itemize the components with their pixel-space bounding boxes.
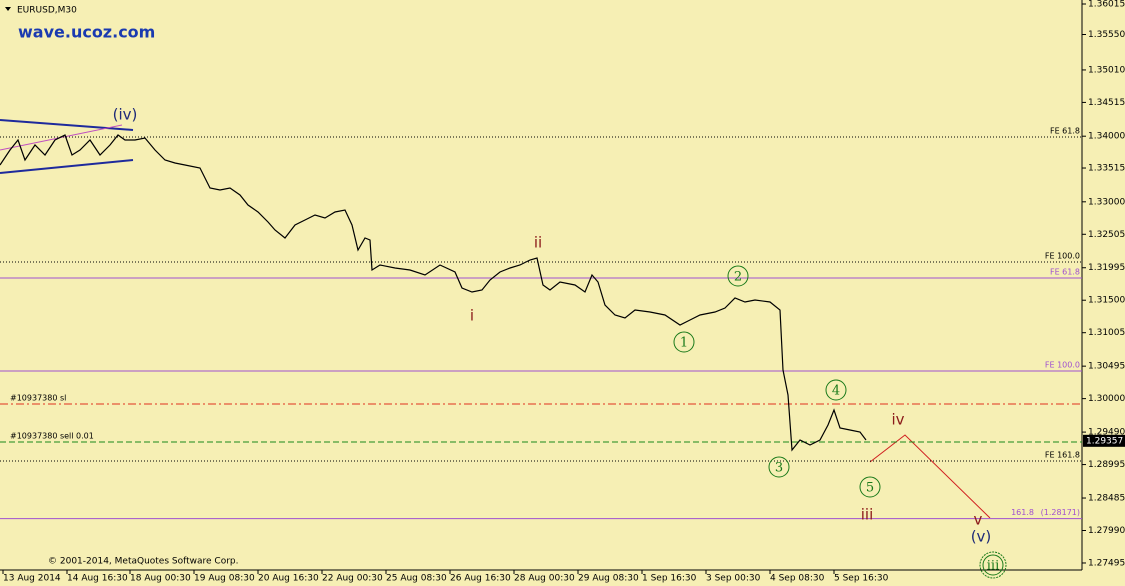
watermark: wave.ucoz.com xyxy=(18,23,155,42)
chart-title: EURUSD,M30 xyxy=(17,6,77,16)
x-tick-label: 19 Aug 08:30 xyxy=(194,574,255,584)
wave-label: ii xyxy=(534,234,542,252)
wave-label: 1 xyxy=(680,336,688,351)
projection-line xyxy=(869,434,991,519)
y-tick-label: 1.31005 xyxy=(1088,328,1125,338)
trend-line xyxy=(0,119,134,131)
wave-label: 4 xyxy=(832,384,840,399)
wave-label: 2 xyxy=(734,270,742,285)
level-value-label: (1.28171) xyxy=(1041,508,1080,517)
y-tick-label: 1.28485 xyxy=(1088,494,1125,504)
wave-label: iii xyxy=(861,506,874,524)
y-tick-label: 1.27495 xyxy=(1088,558,1125,568)
wave-circle xyxy=(859,476,881,498)
level-label: #10937380 sl xyxy=(10,394,66,403)
wave-label: (iv) xyxy=(113,106,138,124)
y-tick-label: 1.32505 xyxy=(1088,230,1125,240)
y-tick-label: 1.29490 xyxy=(1088,428,1125,438)
level-label: FE 61.8 xyxy=(1050,126,1080,135)
y-tick-label: 1.33515 xyxy=(1088,164,1125,174)
wave-label: iv xyxy=(891,411,904,429)
wave-label: v xyxy=(974,511,983,529)
level-label: #10937380 sell 0.01 xyxy=(10,431,94,440)
level-label: 161.8 xyxy=(1011,508,1034,517)
x-tick-label: 18 Aug 00:30 xyxy=(130,574,191,584)
wave-circle xyxy=(982,554,1004,576)
x-tick-label: 22 Aug 00:30 xyxy=(322,574,383,584)
x-tick-label: 4 Sep 08:30 xyxy=(770,574,825,584)
wave-circle xyxy=(673,331,695,353)
x-tick-label: 1 Sep 16:30 xyxy=(642,574,697,584)
y-tick-label: 1.33000 xyxy=(1088,197,1125,207)
x-tick-label: 28 Aug 00:30 xyxy=(514,574,575,584)
x-tick-label: 26 Aug 16:30 xyxy=(450,574,511,584)
y-tick-label: 1.31995 xyxy=(1088,263,1125,273)
wave-label: i xyxy=(470,307,474,325)
level-label: FE 61.8 xyxy=(1050,267,1080,276)
x-tick-label: 29 Aug 08:30 xyxy=(578,574,639,584)
y-tick-label: 1.34000 xyxy=(1088,132,1125,142)
y-tick-label: 1.36015 xyxy=(1088,0,1125,10)
x-tick-label: 20 Aug 16:30 xyxy=(258,574,319,584)
y-tick-label: 1.35010 xyxy=(1088,65,1125,75)
copyright: © 2001-2014, MetaQuotes Software Corp. xyxy=(48,557,239,567)
y-tick-label: 1.35550 xyxy=(1088,30,1125,40)
x-tick-label: 14 Aug 16:30 xyxy=(67,574,128,584)
wave-label: (v) xyxy=(971,528,992,546)
x-tick-label: 13 Aug 2014 xyxy=(3,574,61,584)
level-label: FE 161.8 xyxy=(1045,451,1080,460)
level-label: FE 100.0 xyxy=(1045,251,1080,260)
wave-label: iii xyxy=(987,559,999,574)
wave-label: 5 xyxy=(866,481,874,496)
wave-label: 3 xyxy=(775,461,783,476)
current-price-box xyxy=(1083,434,1125,447)
y-tick-label: 1.30000 xyxy=(1088,394,1125,404)
x-tick-label: 5 Sep 16:30 xyxy=(834,574,889,584)
y-tick-label: 1.27990 xyxy=(1088,526,1125,536)
wave-circle xyxy=(825,379,847,401)
wave-circle xyxy=(727,265,749,287)
trend-line xyxy=(0,159,134,174)
x-tick-label: 25 Aug 08:30 xyxy=(386,574,447,584)
x-tick-label: 3 Sep 00:30 xyxy=(706,574,761,584)
level-label: FE 100.0 xyxy=(1045,361,1080,370)
menu-arrow xyxy=(5,7,11,11)
y-tick-label: 1.30495 xyxy=(1088,362,1125,372)
wave-circle xyxy=(768,456,790,478)
wave-circle xyxy=(979,551,1007,579)
y-tick-label: 1.34515 xyxy=(1088,98,1125,108)
price-line xyxy=(0,134,867,452)
y-tick-label: 1.31500 xyxy=(1088,296,1125,306)
y-tick-label: 1.28995 xyxy=(1088,460,1125,470)
current-price-label: 1.29357 xyxy=(1086,436,1123,446)
